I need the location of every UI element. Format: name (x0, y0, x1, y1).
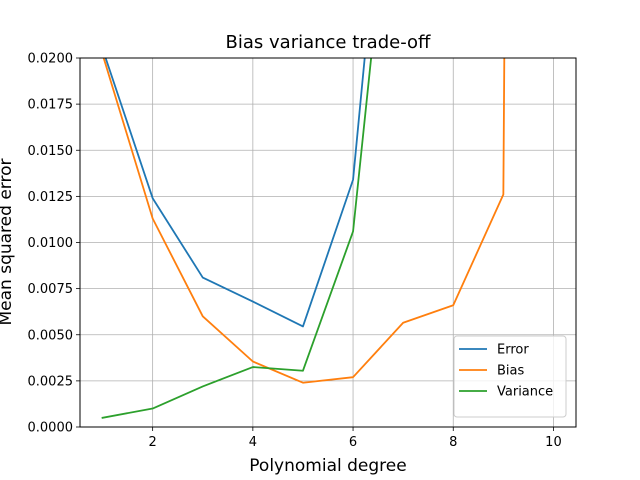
y-tick-label: 0.0025 (28, 374, 74, 389)
x-tick-label: 8 (449, 435, 457, 450)
y-tick-label: 0.0000 (28, 421, 74, 436)
series-line-variance (101, 58, 373, 419)
y-tick-label: 0.0050 (28, 328, 74, 343)
legend-label-bias: Bias (497, 364, 524, 379)
y-tick-label: 0.0075 (28, 282, 74, 297)
chart-title: Bias variance trade-off (226, 32, 432, 53)
legend-label-error: Error (497, 343, 529, 358)
y-tick-label: 0.0200 (28, 52, 74, 67)
x-axis: 2 4 6 8 10 (149, 427, 562, 450)
series-line-error (104, 58, 366, 328)
y-tick-label: 0.0125 (28, 190, 74, 205)
x-tick-label: 2 (149, 435, 157, 450)
x-axis-title: Polynomial degree (249, 456, 406, 476)
y-axis: 0.0000 0.0025 0.0050 0.0075 0.0100 0.0125 0.01… (28, 52, 80, 436)
x-tick-label: 10 (545, 435, 562, 450)
y-tick-label: 0.0175 (28, 98, 74, 113)
legend-box (453, 335, 567, 418)
y-tick-label: 0.0100 (28, 236, 74, 251)
x-tick-label: 6 (349, 435, 357, 450)
series-line-bias (102, 58, 506, 384)
legend-label-variance: Variance (497, 385, 553, 400)
series-layer (101, 58, 506, 419)
x-tick-label: 4 (249, 435, 257, 450)
legend: Error Bias Variance (453, 335, 567, 418)
y-tick-label: 0.0150 (28, 144, 74, 159)
y-axis-title: Mean squared error (0, 159, 16, 326)
